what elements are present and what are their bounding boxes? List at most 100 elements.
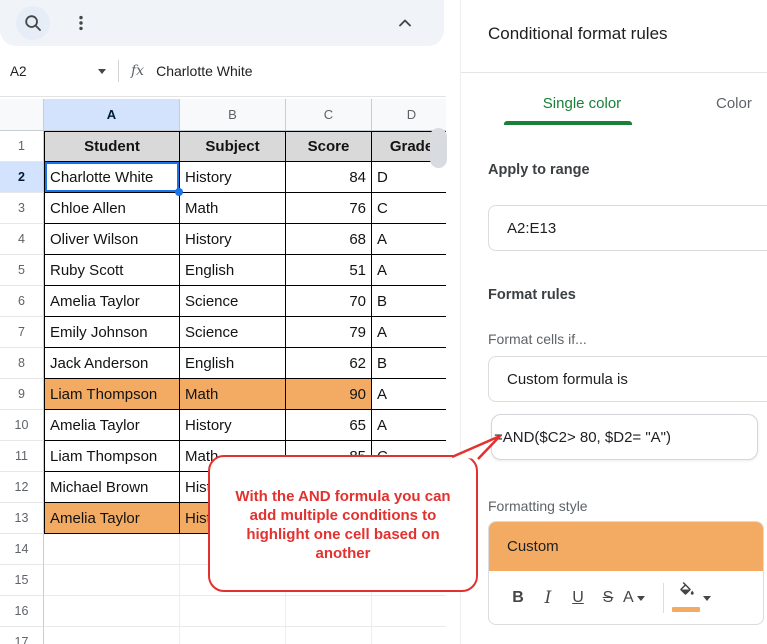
name-box[interactable]: A2 (0, 64, 118, 79)
row-header-8[interactable]: 8 (0, 348, 44, 379)
more-options-button[interactable] (64, 6, 98, 40)
cell-D5[interactable]: A (372, 255, 446, 286)
row-header-4[interactable]: 4 (0, 224, 44, 255)
cell-C5[interactable]: 51 (286, 255, 372, 286)
cell-B2[interactable]: History (180, 162, 286, 193)
cell-D10[interactable]: A (372, 410, 446, 441)
underline-button[interactable]: U (572, 589, 584, 606)
cell-B6[interactable]: Science (180, 286, 286, 317)
cell-A5[interactable]: Ruby Scott (44, 255, 180, 286)
cell-D17[interactable] (372, 627, 446, 644)
annotation-text: With the AND formula you can add multipl… (235, 488, 451, 562)
row-header-17[interactable]: 17 (0, 627, 44, 644)
cell-A17[interactable] (44, 627, 180, 644)
cell-B3[interactable]: Math (180, 193, 286, 224)
cell-A1[interactable]: Student (44, 131, 180, 162)
col-header-D[interactable]: D (372, 99, 446, 131)
table-row: 3 Chloe Allen Math 76 C (0, 193, 446, 224)
col-header-C[interactable]: C (286, 99, 372, 131)
cell-C2[interactable]: 84 (286, 162, 372, 193)
row-header-6[interactable]: 6 (0, 286, 44, 317)
col-header-A[interactable]: A (44, 99, 180, 131)
search-button[interactable] (16, 6, 50, 40)
cell-B10[interactable]: History (180, 410, 286, 441)
cell-D7[interactable]: A (372, 317, 446, 348)
cell-A8[interactable]: Jack Anderson (44, 348, 180, 379)
cell-D8[interactable]: B (372, 348, 446, 379)
cell-A15[interactable] (44, 565, 180, 596)
cell-A12[interactable]: Michael Brown (44, 472, 180, 503)
cell-B5[interactable]: English (180, 255, 286, 286)
row-header-13[interactable]: 13 (0, 503, 44, 534)
tab-color-scale[interactable]: Color (716, 95, 752, 112)
row-header-11[interactable]: 11 (0, 441, 44, 472)
cell-C8[interactable]: 62 (286, 348, 372, 379)
vertical-scrollbar-thumb[interactable] (430, 128, 447, 168)
col-header-B[interactable]: B (180, 99, 286, 131)
tab-single-color[interactable]: Single color (542, 95, 622, 112)
range-input[interactable]: A2:E13 (488, 205, 767, 251)
cell-A4[interactable]: Oliver Wilson (44, 224, 180, 255)
cell-B1[interactable]: Subject (180, 131, 286, 162)
row-header-14[interactable]: 14 (0, 534, 44, 565)
fill-handle[interactable] (175, 188, 183, 196)
sheets-toolbar (0, 0, 444, 46)
row-header-7[interactable]: 7 (0, 317, 44, 348)
cell-C16[interactable] (286, 596, 372, 627)
condition-dropdown[interactable]: Custom formula is (488, 356, 767, 402)
cell-A2[interactable]: Charlotte White (44, 162, 183, 196)
cell-C7[interactable]: 79 (286, 317, 372, 348)
table-row: 10 Amelia Taylor History 65 A (0, 410, 446, 441)
cell-A13[interactable]: Amelia Taylor (44, 503, 180, 534)
cell-C17[interactable] (286, 627, 372, 644)
row-header-9[interactable]: 9 (0, 379, 44, 410)
cell-A6[interactable]: Amelia Taylor (44, 286, 180, 317)
cell-D4[interactable]: A (372, 224, 446, 255)
cell-C9[interactable]: 90 (286, 379, 372, 410)
cell-C10[interactable]: 65 (286, 410, 372, 441)
row-header-10[interactable]: 10 (0, 410, 44, 441)
cell-B7[interactable]: Science (180, 317, 286, 348)
cell-B8[interactable]: English (180, 348, 286, 379)
cell-D16[interactable] (372, 596, 446, 627)
cell-A7[interactable]: Emily Johnson (44, 317, 180, 348)
row-header-1[interactable]: 1 (0, 131, 44, 162)
cell-C4[interactable]: 68 (286, 224, 372, 255)
row-header-16[interactable]: 16 (0, 596, 44, 627)
bold-button[interactable]: B (512, 589, 524, 606)
corner-box[interactable] (0, 99, 44, 131)
custom-formula-input[interactable]: =AND($C2> 80, $D2= "A") (491, 414, 758, 460)
cell-C1[interactable]: Score (286, 131, 372, 162)
cell-A9[interactable]: Liam Thompson (44, 379, 180, 410)
cell-D2[interactable]: D (372, 162, 446, 193)
row-header-2[interactable]: 2 (0, 162, 44, 193)
cell-D9[interactable]: A (372, 379, 446, 410)
cell-A16[interactable] (44, 596, 180, 627)
fill-color-button[interactable] (672, 582, 711, 614)
cell-A14[interactable] (44, 534, 180, 565)
cell-C6[interactable]: 70 (286, 286, 372, 317)
row-header-15[interactable]: 15 (0, 565, 44, 596)
cell-B17[interactable] (180, 627, 286, 644)
cell-C3[interactable]: 76 (286, 193, 372, 224)
cell-B16[interactable] (180, 596, 286, 627)
italic-button[interactable]: I (544, 588, 552, 608)
name-box-caret-icon[interactable] (98, 68, 106, 74)
cell-D6[interactable]: B (372, 286, 446, 317)
collapse-toolbar-button[interactable] (388, 6, 422, 40)
text-color-button[interactable]: A (623, 589, 653, 607)
cell-A3[interactable]: Chloe Allen (44, 193, 180, 224)
cell-A10[interactable]: Amelia Taylor (44, 410, 180, 441)
formula-bar-value[interactable]: Charlotte White (156, 63, 253, 79)
cell-B4[interactable]: History (180, 224, 286, 255)
cell-B9[interactable]: Math (180, 379, 286, 410)
row-header-12[interactable]: 12 (0, 472, 44, 503)
cell-D3[interactable]: C (372, 193, 446, 224)
divider (461, 72, 767, 73)
cell-A11[interactable]: Liam Thompson (44, 441, 180, 472)
row-header-5[interactable]: 5 (0, 255, 44, 286)
strikethrough-button[interactable]: S (602, 589, 614, 606)
row-header-3[interactable]: 3 (0, 193, 44, 224)
panel-title: Conditional format rules (488, 24, 668, 43)
